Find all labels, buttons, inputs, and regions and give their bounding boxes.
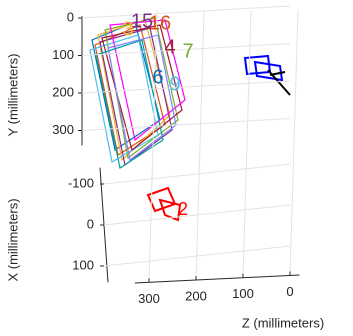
z-axis-label: Z (millimeters) xyxy=(242,315,324,330)
y-tick-label: 200 xyxy=(52,84,74,99)
grid-line xyxy=(81,118,291,131)
y-tick-label: 0 xyxy=(67,9,74,24)
board xyxy=(99,27,173,167)
grid-line xyxy=(195,9,205,281)
grid-line xyxy=(81,5,291,19)
grid-line xyxy=(81,43,291,56)
x-tick-label: 0 xyxy=(87,216,94,231)
board xyxy=(109,19,186,142)
board-label: 16 xyxy=(149,12,171,34)
grid-line xyxy=(81,80,291,94)
grid-line xyxy=(148,9,158,283)
board xyxy=(97,19,171,162)
board-label: 9 xyxy=(169,73,180,95)
board xyxy=(95,39,164,169)
y-tick-label: 300 xyxy=(52,122,74,137)
camera-red xyxy=(146,186,182,222)
x-axis-label: X (millimeters) xyxy=(5,198,20,281)
grid-line xyxy=(103,163,291,185)
board-label: 4 xyxy=(164,36,175,58)
board-label: 7 xyxy=(182,40,193,62)
camera-label: 2 xyxy=(178,199,188,219)
board-label: 3 xyxy=(122,18,133,40)
x-tick-label: -100 xyxy=(68,175,94,190)
board xyxy=(101,24,183,152)
camera-blue xyxy=(243,54,291,96)
board xyxy=(94,24,166,156)
z-tick-label: 200 xyxy=(185,288,207,303)
y-axis-label: Y (millimeters) xyxy=(5,54,20,137)
grid-line xyxy=(242,9,252,278)
grid-line xyxy=(103,204,291,226)
board-label: 15 xyxy=(131,10,153,32)
z-tick-label: 300 xyxy=(138,291,160,306)
z-axis-line xyxy=(134,274,300,284)
x-tick-label: 100 xyxy=(72,257,94,272)
grid-line xyxy=(289,9,299,276)
z-tick-label: 100 xyxy=(232,286,254,301)
z-tick-label: 0 xyxy=(286,284,293,299)
y-tick-label: 100 xyxy=(52,47,74,62)
board xyxy=(89,34,159,163)
board-label: 6 xyxy=(152,66,163,88)
checkerboards xyxy=(89,17,186,169)
